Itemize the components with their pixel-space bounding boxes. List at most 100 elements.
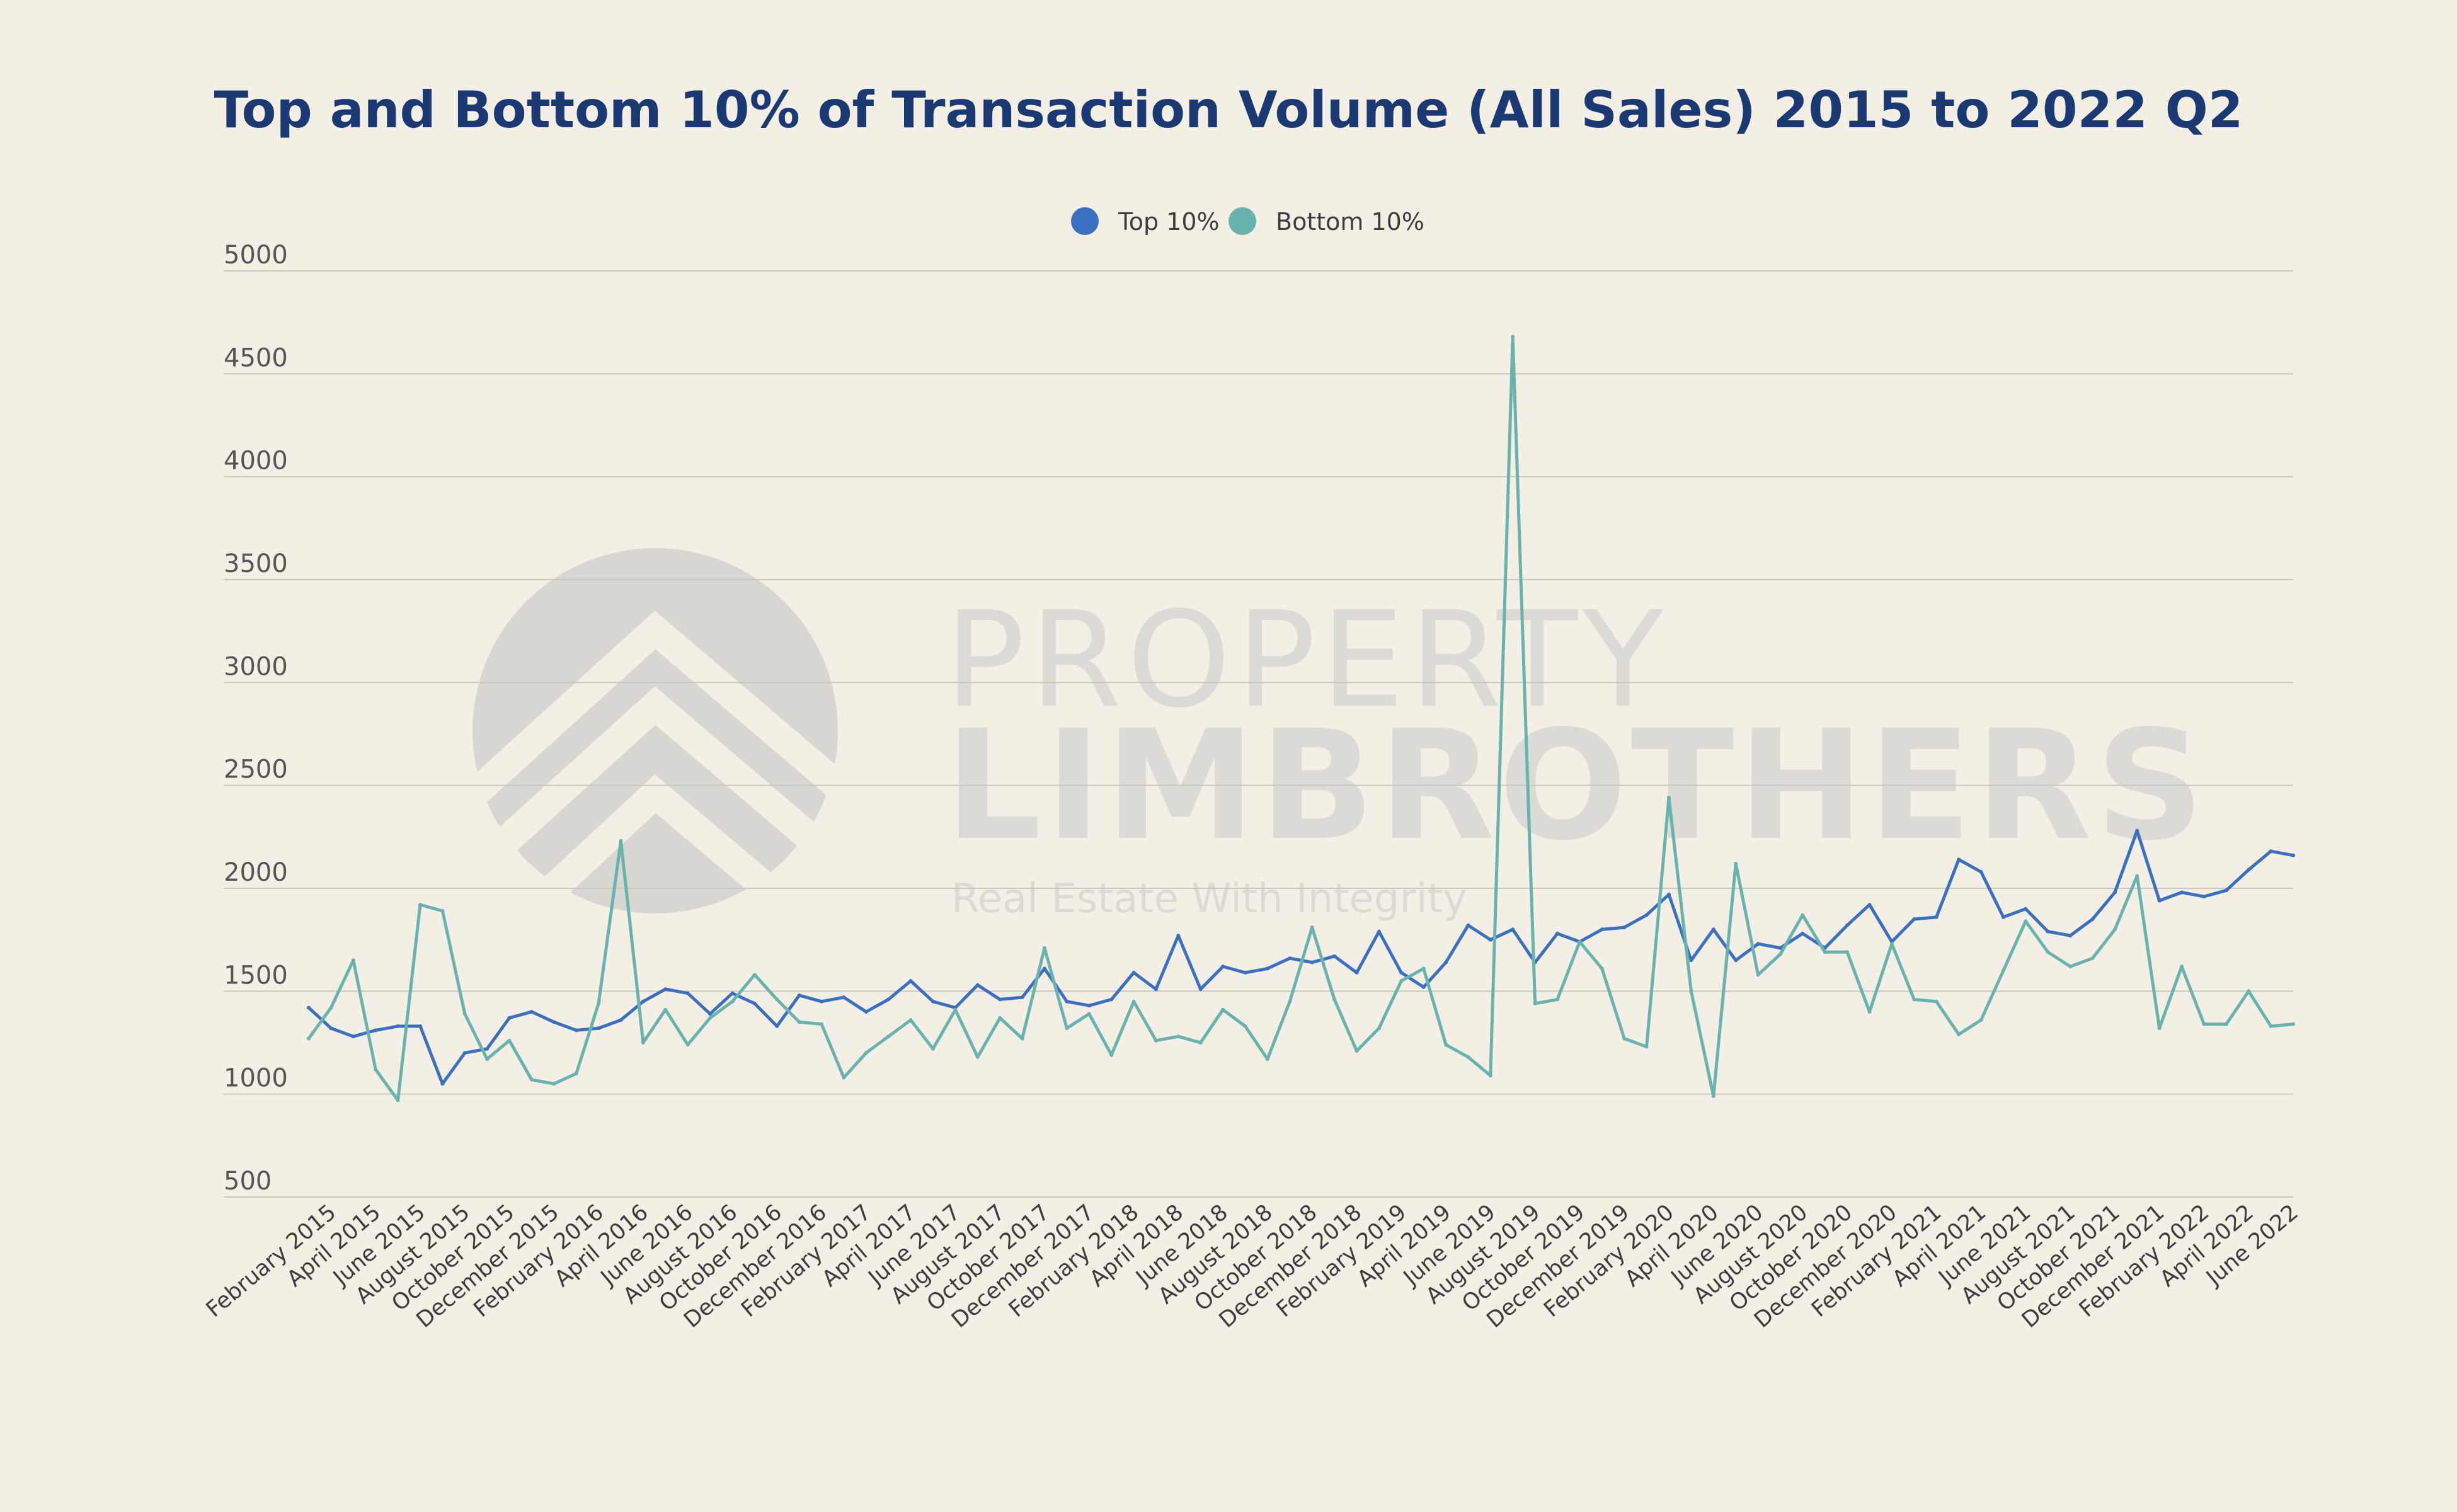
data-point — [1198, 987, 1203, 992]
data-point — [1867, 903, 1872, 907]
data-point — [864, 1051, 868, 1055]
data-point — [1043, 966, 1046, 971]
data-point — [597, 1026, 601, 1031]
data-point — [396, 1024, 400, 1028]
data-point — [1689, 958, 1693, 963]
data-point — [685, 1043, 690, 1047]
data-point — [1711, 1094, 1715, 1098]
data-point — [752, 1001, 757, 1005]
data-point — [1934, 999, 1939, 1004]
legend-marker-bottom — [1228, 207, 1256, 235]
data-point — [1622, 1036, 1627, 1041]
y-tick-label: 3500 — [224, 549, 288, 578]
data-point — [2224, 1022, 2228, 1026]
data-point — [797, 993, 801, 997]
data-point — [2157, 898, 2162, 903]
data-point — [975, 1055, 980, 1059]
data-point — [1065, 1026, 1069, 1031]
data-point — [1131, 999, 1136, 1004]
data-point — [329, 1026, 333, 1031]
data-point — [1377, 1026, 1381, 1031]
data-point — [1756, 942, 1760, 946]
data-point — [685, 991, 690, 995]
data-point — [998, 997, 1002, 1002]
data-point — [351, 1034, 355, 1039]
data-point — [1711, 927, 1715, 932]
data-point — [886, 997, 891, 1002]
data-point — [2046, 929, 2050, 934]
legend-label-bottom: Bottom 10% — [1276, 208, 1424, 236]
data-point — [953, 1007, 958, 1012]
data-point — [1555, 997, 1559, 1002]
y-tick-label: 500 — [224, 1167, 272, 1196]
data-point — [440, 908, 445, 913]
data-point — [1801, 913, 1805, 917]
data-point — [2269, 849, 2273, 854]
y-tick-label: 2500 — [224, 755, 288, 784]
data-point — [1578, 939, 1582, 944]
y-tick-label: 2000 — [224, 858, 288, 887]
data-point — [2247, 989, 2251, 994]
data-point — [641, 1041, 645, 1045]
data-point — [1488, 1074, 1492, 1078]
watermark: PROPERTY LIMBROTHERS Real Estate With In… — [444, 548, 2204, 975]
data-point — [1644, 1045, 1649, 1049]
data-point — [1823, 950, 1827, 954]
data-point — [2180, 890, 2184, 895]
data-point — [1867, 1010, 1872, 1014]
data-point — [1377, 929, 1381, 934]
data-point — [1198, 1041, 1203, 1045]
data-point — [1889, 942, 1894, 946]
data-point — [485, 1057, 490, 1062]
data-point — [351, 958, 355, 963]
data-point — [574, 1072, 578, 1075]
data-point — [1912, 997, 1916, 1002]
data-point — [908, 1018, 913, 1022]
watermark-tagline: Real Estate With Integrity — [951, 876, 1467, 922]
data-point — [2135, 874, 2139, 878]
data-point — [998, 1016, 1002, 1020]
data-point — [374, 1067, 378, 1072]
data-point — [1979, 1018, 1983, 1022]
data-point — [1221, 1007, 1225, 1012]
data-point — [374, 1028, 378, 1033]
data-point — [1243, 1024, 1247, 1028]
data-point — [1734, 958, 1738, 963]
data-point — [1087, 1004, 1091, 1008]
data-point — [1310, 925, 1314, 930]
y-tick-label: 4000 — [224, 447, 288, 476]
legend-label-top: Top 10% — [1118, 208, 1220, 236]
data-point — [2291, 1022, 2295, 1026]
watermark-logo-chevrons-icon — [444, 610, 879, 975]
data-point — [1154, 1038, 1158, 1043]
data-point — [775, 1024, 779, 1028]
data-point — [1109, 997, 1114, 1002]
data-point — [418, 903, 422, 907]
data-point — [1689, 989, 1693, 994]
data-point — [396, 1098, 400, 1102]
data-point — [485, 1046, 490, 1051]
data-point — [1600, 927, 1604, 932]
data-point — [730, 999, 735, 1004]
data-point — [507, 1016, 512, 1020]
data-point — [329, 1005, 333, 1010]
data-point — [1354, 1049, 1359, 1053]
data-point — [1756, 973, 1760, 977]
data-point — [1734, 861, 1738, 866]
data-point — [2001, 968, 2005, 973]
data-point — [529, 1010, 534, 1014]
data-point — [864, 1010, 868, 1014]
y-tick-label: 1500 — [224, 961, 288, 990]
data-point — [1109, 1053, 1114, 1057]
data-point — [1778, 946, 1782, 950]
data-point — [462, 1051, 467, 1055]
data-point — [619, 839, 623, 843]
data-point — [2202, 895, 2206, 899]
data-point — [775, 997, 779, 1002]
legend-marker-top — [1071, 207, 1099, 235]
data-point — [2269, 1024, 2273, 1028]
data-point — [1644, 913, 1649, 917]
data-point — [708, 1016, 713, 1020]
data-point — [1020, 1036, 1024, 1041]
data-point — [1934, 915, 1939, 919]
